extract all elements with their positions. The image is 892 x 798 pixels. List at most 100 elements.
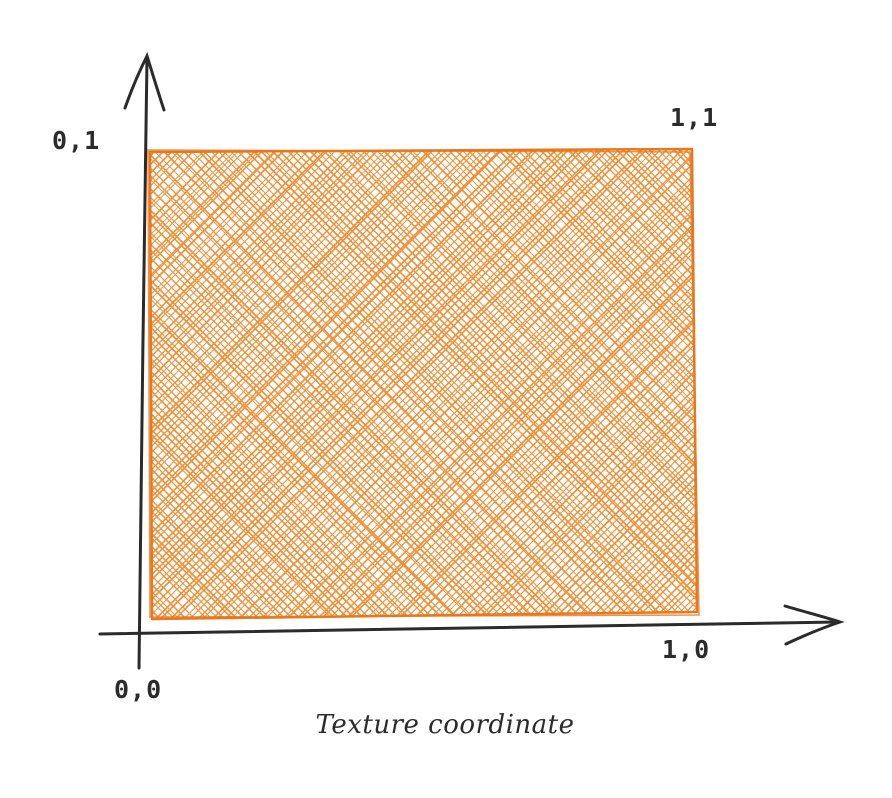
hatch-line <box>205 149 697 619</box>
hatch-line <box>309 149 697 619</box>
hatch-line <box>845 140 892 630</box>
hatch-line <box>850 140 892 630</box>
hatch-line <box>337 149 697 619</box>
hatch-line <box>606 149 697 619</box>
hatch-line <box>726 140 892 630</box>
hatch-line <box>150 149 513 619</box>
hatch-line <box>760 140 892 630</box>
hatch-line <box>577 149 697 619</box>
hatch-line <box>150 149 548 619</box>
hatch-line <box>150 149 382 619</box>
hatch-line <box>150 149 160 619</box>
hatch-line <box>549 149 697 619</box>
hatch-line <box>527 149 697 619</box>
hatch-line <box>452 149 697 619</box>
hatch-line <box>296 149 697 619</box>
hatch-line <box>150 149 347 619</box>
hatch-line <box>0 140 121 630</box>
hatch-line <box>150 149 257 619</box>
hatch-line <box>557 149 697 619</box>
hatch-line <box>241 149 697 619</box>
hatch-line <box>366 149 697 619</box>
hatch-line <box>723 140 892 630</box>
hatch-line <box>150 149 376 619</box>
hatch-line <box>150 149 544 619</box>
hatch-line <box>870 140 892 630</box>
hatch-line <box>305 149 697 619</box>
hatch-line <box>150 149 574 619</box>
hatch-line <box>0 140 124 630</box>
hatch-line <box>150 149 297 619</box>
hatch-line <box>334 149 697 619</box>
hatch-line <box>150 149 409 619</box>
hatch-line <box>150 149 507 619</box>
hatch-line <box>436 149 697 619</box>
hatch-line <box>0 140 108 630</box>
hatch-line <box>879 140 892 630</box>
hatch-line <box>776 140 892 630</box>
hatch-line <box>713 140 892 630</box>
hatch-line <box>411 149 697 619</box>
hatch-line <box>719 140 892 630</box>
hatch-line <box>494 149 697 619</box>
hatch-line <box>394 149 697 619</box>
hatch-line <box>796 140 892 630</box>
hatch-line <box>150 149 320 619</box>
hatch-line <box>832 140 892 630</box>
hatch-line <box>150 149 321 619</box>
hatch-line <box>150 149 634 619</box>
hatch-line <box>150 149 496 619</box>
hatch-line <box>235 149 697 619</box>
hatch-line <box>774 140 892 630</box>
hatch-line <box>604 149 697 619</box>
hatch-line <box>0 140 73 630</box>
hatch-line <box>788 140 892 630</box>
hatch-line <box>380 149 697 619</box>
hatch-line <box>150 149 219 619</box>
hatch-line <box>596 149 697 619</box>
hatch-line <box>499 149 697 619</box>
hatch-line <box>867 140 892 630</box>
hatch-line <box>219 149 697 619</box>
hatch-line <box>150 149 152 619</box>
hatch-line <box>557 149 697 619</box>
hatch-line <box>0 140 139 630</box>
texture-square <box>0 140 892 630</box>
hatch-line <box>548 149 697 619</box>
hatch-line <box>788 140 892 630</box>
hatch-line <box>688 149 697 619</box>
hatch-line <box>150 149 236 619</box>
hatch-line <box>710 140 892 630</box>
hatch-line <box>477 149 697 619</box>
hatch-line <box>674 149 697 619</box>
hatch-line <box>150 149 471 619</box>
hatch-line <box>150 149 378 619</box>
hatch-line <box>667 149 697 619</box>
hatch-line <box>668 149 697 619</box>
corner-label-bottom-left: 0,0 <box>114 675 163 704</box>
hatch-line <box>0 140 113 630</box>
hatch-line <box>150 149 516 619</box>
hatch-line <box>830 140 892 630</box>
hatch-line <box>814 140 892 630</box>
hatch-line <box>0 140 1 630</box>
hatch-line <box>802 140 892 630</box>
x-axis-arrowhead <box>783 604 845 646</box>
hatch-line <box>150 149 594 619</box>
x-axis <box>98 604 845 646</box>
hatch-line <box>424 149 697 619</box>
hatch-line <box>219 149 697 619</box>
hatch-line <box>521 149 697 619</box>
hatch-line <box>823 140 892 630</box>
hatch-line <box>590 149 697 619</box>
hatch-line <box>738 140 892 630</box>
hatch-line <box>271 149 697 619</box>
hatch-line <box>345 149 697 619</box>
hatch-line <box>317 149 697 619</box>
hatch-line <box>150 149 397 619</box>
hatch-line <box>765 140 892 630</box>
hatch-line <box>150 149 263 619</box>
hatch-line <box>150 149 444 619</box>
hatch-line <box>429 149 697 619</box>
hatch-line <box>150 149 382 619</box>
